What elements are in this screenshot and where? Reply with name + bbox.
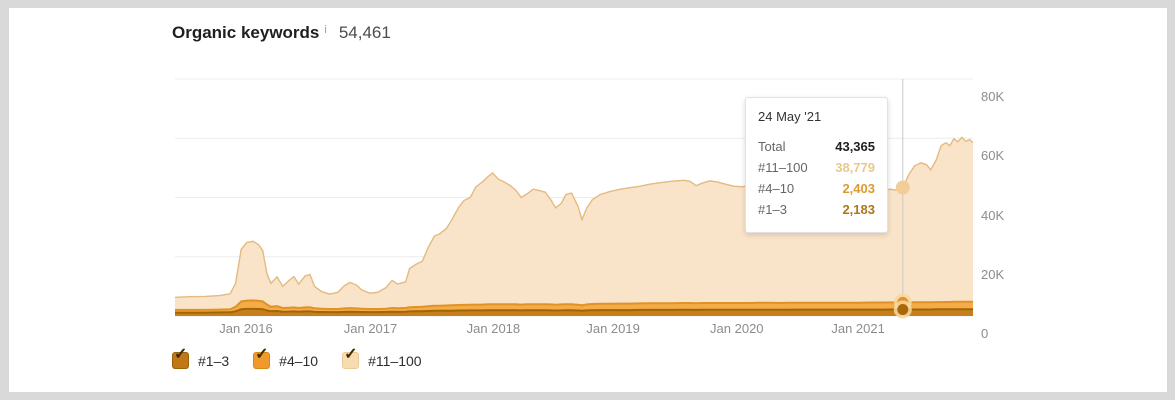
card-header: Organic keywords i 54,461 [172,22,391,44]
page-title: Organic keywords [172,23,320,42]
marker-dot-1-3[interactable] [897,304,909,315]
tooltip-label: Total [758,139,786,154]
tooltip-label: #1–3 [758,202,787,217]
x-axis: Jan 2016 Jan 2017 Jan 2018 Jan 2019 Jan 2020… [175,321,973,337]
checkbox-4-10[interactable]: ✓ [253,347,271,369]
tooltip-row-4-10: #4–10 2,403 [758,178,875,199]
tooltip-value: 2,403 [842,181,875,196]
legend-label: #11–100 [368,352,422,369]
tooltip-value: 2,183 [842,202,875,217]
tooltip-row-1-3: #1–3 2,183 [758,199,875,220]
y-axis-tick: 60K [981,148,1005,164]
chart-plot-area[interactable] [174,78,974,319]
checkmark-icon: ✓ [344,346,358,363]
x-axis-tick: Jan 2020 [710,321,764,336]
legend-label: #1–3 [198,352,230,369]
x-axis-tick: Jan 2016 [219,321,273,336]
y-axis-tick: 0 [981,326,989,341]
x-axis-tick: Jan 2021 [831,321,885,336]
chart-legend: ✓ #1–3 ✓ #4–10 ✓ #11–100 [172,347,422,369]
y-axis-tick: 80K [981,89,1005,104]
legend-label: #4–10 [279,352,319,369]
checkmark-icon: ✓ [255,346,269,363]
checkmark-icon: ✓ [174,346,188,363]
chart-tooltip: 24 May '21 Total 43,365 #11–100 38,779 #… [745,97,888,233]
y-axis-tick: 20K [981,266,1005,282]
y-axis: 80K 60K 40K 20K 0 [981,79,1023,341]
tooltip-date: 24 May '21 [758,109,822,124]
organic-keywords-count: 54,461 [338,23,391,42]
marker-dot-total[interactable] [895,180,910,195]
y-axis-tick: 40K [981,207,1005,223]
x-axis-tick: Jan 2019 [586,321,640,336]
stacked-area-chart[interactable] [174,78,974,319]
tooltip-label: #4–10 [758,181,795,196]
tooltip-value: 43,365 [835,139,875,154]
info-icon[interactable]: i [324,24,327,36]
legend-item-4-10[interactable]: ✓ #4–10 [253,347,319,369]
tooltip-row-total: Total 43,365 [758,136,875,157]
x-axis-tick: Jan 2017 [343,321,398,336]
organic-keywords-card [9,8,1167,392]
tooltip-value: 38,779 [835,160,875,175]
tooltip-row-11-100: #11–100 38,779 [758,157,875,178]
line-top3 [175,307,973,314]
line-top4_10 [175,299,973,311]
x-axis-tick: Jan 2018 [466,321,521,336]
legend-item-1-3[interactable]: ✓ #1–3 [172,347,230,369]
checkbox-1-3[interactable]: ✓ [172,347,189,369]
checkbox-11-100[interactable]: ✓ [342,347,360,369]
area-top11_100 [175,137,973,316]
legend-item-11-100[interactable]: ✓ #11–100 [342,347,422,369]
tooltip-label: #11–100 [758,160,808,175]
